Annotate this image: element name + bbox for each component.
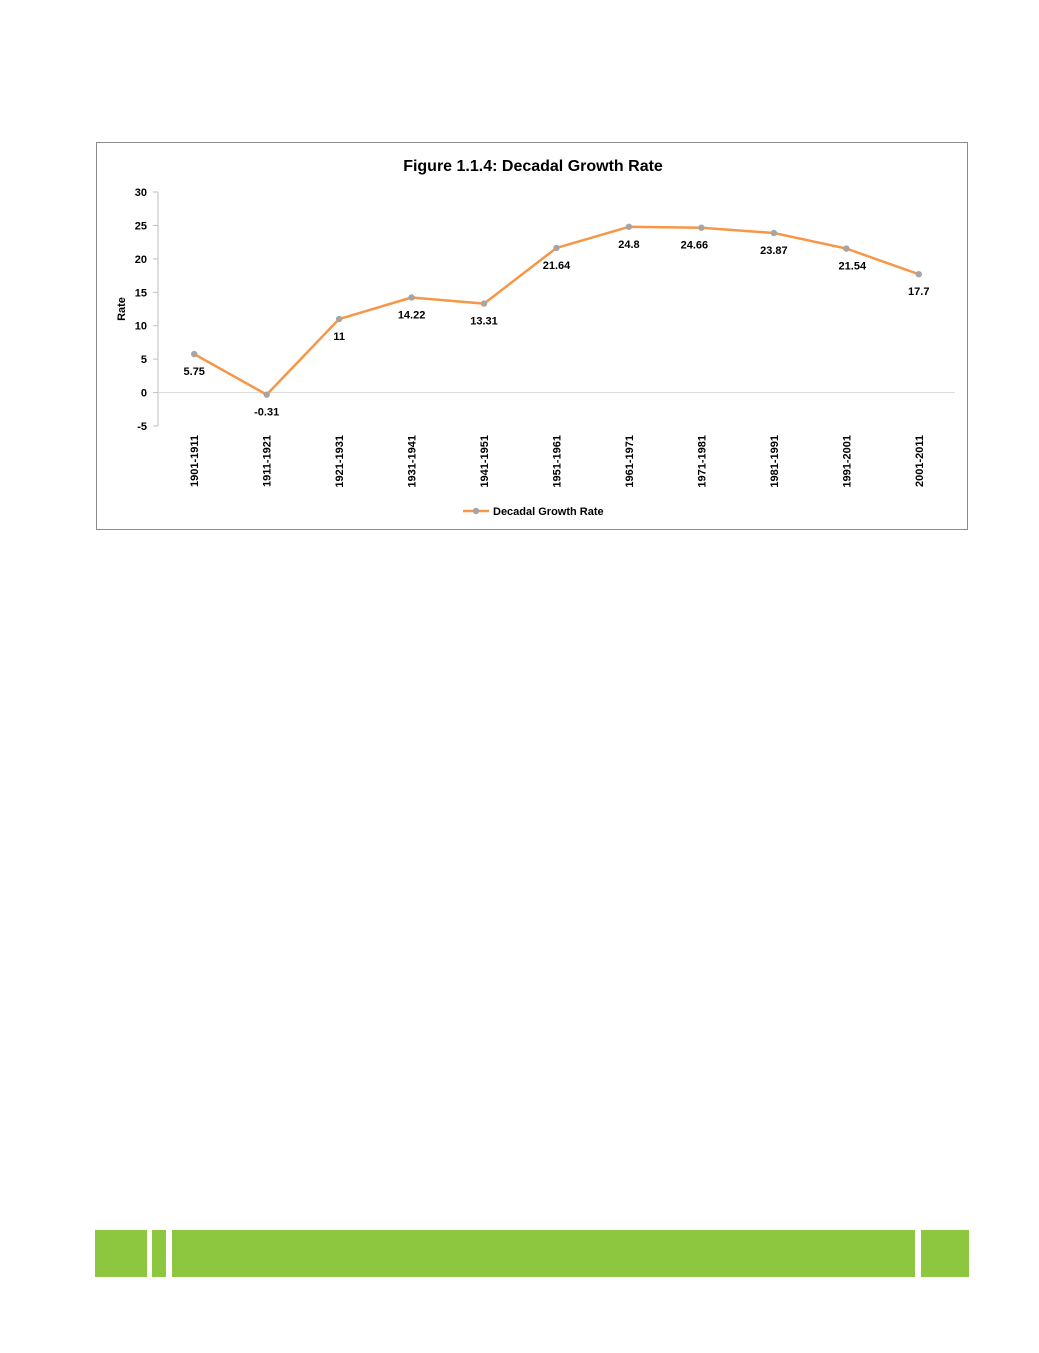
y-tick-label: 20	[135, 254, 147, 266]
data-point	[408, 294, 415, 301]
data-label: 11	[333, 331, 345, 343]
data-label: 5.75	[184, 366, 205, 378]
data-label: 21.54	[839, 261, 867, 273]
data-label: 23.87	[760, 245, 788, 257]
legend-entry-label: Decadal Growth Rate	[493, 506, 604, 518]
x-tick-label: 1951-1961	[552, 435, 564, 488]
x-tick-label: 1971-1981	[696, 435, 708, 488]
data-label: 13.31	[470, 316, 498, 328]
footer-block-left	[95, 1230, 147, 1277]
data-label: -0.31	[254, 407, 279, 419]
data-point	[843, 245, 850, 252]
data-label: 21.64	[543, 260, 571, 272]
data-label: 17.7	[908, 286, 929, 298]
x-tick-label: 2001-2011	[914, 435, 926, 487]
x-tick-label: 1961-1971	[624, 435, 636, 488]
chart-title: Figure 1.1.4: Decadal Growth Rate	[403, 158, 663, 175]
x-tick-label: 1921-1931	[334, 435, 346, 488]
x-tick-label: 1981-1991	[769, 435, 781, 488]
y-axis-label: Rate	[116, 297, 128, 321]
legend-marker-swatch	[472, 507, 480, 515]
y-tick-label: 10	[135, 321, 147, 333]
y-tick-label: 15	[135, 287, 147, 299]
x-tick-label: 1911-1921	[262, 435, 274, 487]
data-label: 14.22	[398, 310, 426, 322]
data-point	[553, 244, 560, 252]
y-tick-label: 5	[141, 354, 147, 366]
line-chart: Figure 1.1.4: Decadal Growth Rate 30 25 20…	[116, 158, 955, 518]
data-point	[698, 224, 705, 231]
data-point	[915, 271, 922, 278]
x-tick-label: 1901-1911	[189, 435, 201, 487]
data-point	[263, 391, 270, 398]
x-tick-label: 1931-1941	[407, 435, 419, 488]
data-label: 24.66	[681, 240, 709, 252]
y-tick-label: 25	[135, 220, 147, 232]
y-tick-label: 0	[141, 388, 147, 400]
footer-block-main	[172, 1230, 915, 1277]
y-tick-label: -5	[137, 421, 147, 433]
chart-frame: Figure 1.1.4: Decadal Growth Rate 30 25 20…	[96, 142, 968, 530]
data-point	[191, 350, 198, 358]
y-tick-label: 30	[135, 187, 147, 199]
data-point	[625, 223, 633, 230]
data-point	[335, 315, 343, 323]
data-label: 24.8	[618, 239, 639, 251]
footer-block-narrow	[152, 1230, 166, 1277]
x-tick-label: 1941-1951	[479, 435, 491, 488]
footer-block-right	[921, 1230, 969, 1277]
data-point	[770, 229, 778, 237]
x-tick-label: 1991-2001	[841, 435, 853, 488]
data-point	[480, 300, 488, 307]
series-line	[193, 225, 920, 396]
